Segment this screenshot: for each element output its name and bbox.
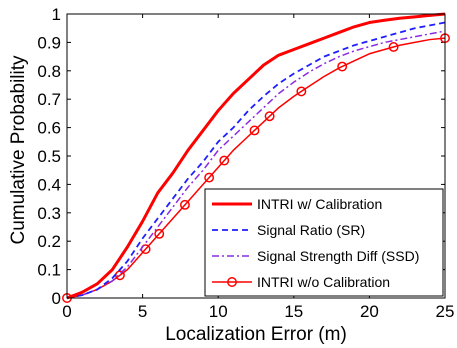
x-tick-label: 5 xyxy=(138,302,147,321)
y-tick-label: 0.4 xyxy=(37,175,61,194)
y-tick-label: 0.5 xyxy=(37,147,61,166)
y-tick-label: 0.6 xyxy=(37,119,61,138)
legend: INTRI w/ Calibration Signal Ratio (SR) Sig… xyxy=(204,188,444,297)
y-tick-label: 0.8 xyxy=(37,62,61,81)
x-tick-label: 20 xyxy=(360,302,379,321)
y-tick-label: 0.1 xyxy=(37,261,61,280)
y-tick-label: 1 xyxy=(52,5,61,24)
series-marker xyxy=(337,61,348,72)
series-marker xyxy=(219,155,230,166)
y-axis-label: Cumulative Probability xyxy=(8,55,29,245)
series-line-3 xyxy=(66,37,446,299)
y-tick-label: 0 xyxy=(52,289,61,308)
series-line-1 xyxy=(66,21,446,299)
legend-label: INTRI w/o Calibration xyxy=(257,274,390,290)
y-tick-label: 0.7 xyxy=(37,90,61,109)
series-marker xyxy=(264,111,275,122)
x-tick-label: 15 xyxy=(284,302,303,321)
y-tick-label: 0.3 xyxy=(37,204,61,223)
series-marker xyxy=(249,125,260,136)
legend-box xyxy=(204,188,444,297)
x-tick-label: 0 xyxy=(62,302,71,321)
series-marker xyxy=(154,228,165,239)
series-line-0 xyxy=(66,12,446,300)
y-tick-label: 0.9 xyxy=(37,33,61,52)
x-axis-label: Localization Error (m) xyxy=(165,324,347,345)
legend-label: Signal Strength Diff (SSD) xyxy=(257,248,419,264)
series-line-2 xyxy=(66,30,446,299)
x-tick-label: 10 xyxy=(209,302,228,321)
series-marker xyxy=(204,172,215,183)
legend-label: Signal Ratio (SR) xyxy=(257,222,365,238)
axis-ticks: 0 5 10 15 20 25 0 0.1 0.2 0.3 0.4 0.5 0.6 0.7 0.8 0.9 1 xyxy=(37,5,454,321)
series-marker xyxy=(388,41,399,52)
series-lines xyxy=(62,12,450,303)
series-marker xyxy=(296,86,307,97)
plot-area-frame xyxy=(66,13,446,299)
y-tick-label: 0.2 xyxy=(37,232,61,251)
series-marker xyxy=(179,199,190,210)
legend-label: INTRI w/ Calibration xyxy=(257,196,382,212)
x-tick-label: 25 xyxy=(436,302,455,321)
legend-marker xyxy=(227,277,237,287)
